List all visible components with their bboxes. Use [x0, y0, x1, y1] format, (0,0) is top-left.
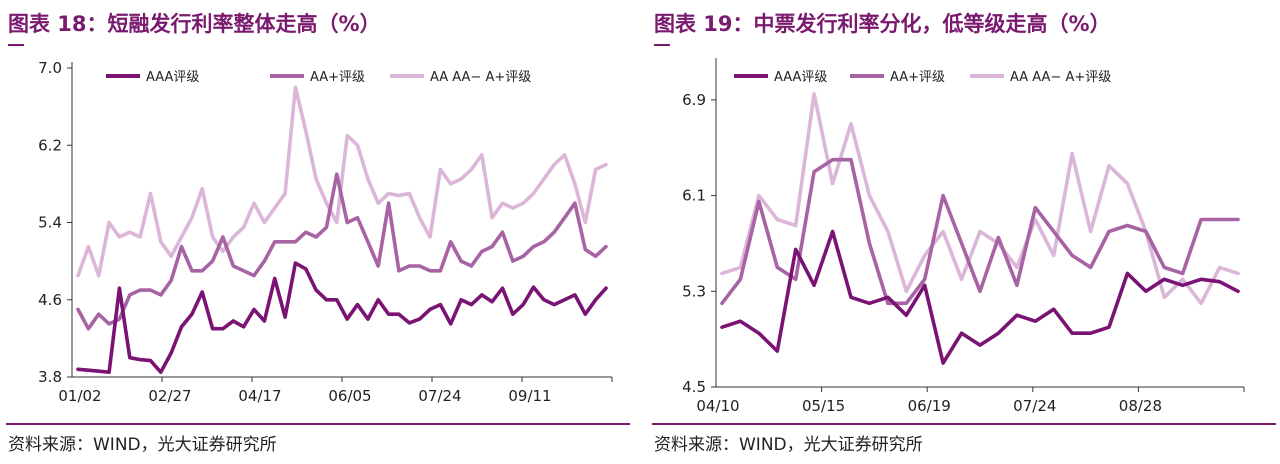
- bottom-rule: [6, 423, 630, 425]
- bottom-rule: [652, 423, 1276, 425]
- x-tick-label: 06/05: [328, 387, 371, 405]
- y-tick-label: 5.3: [682, 282, 706, 300]
- series-line-2: [720, 92, 1240, 306]
- y-tick-label: 3.8: [38, 368, 62, 386]
- chart-panel-right: 图表 19：中票发行利率分化，低等级走高（%） 4.5 5.3 6.1 6.9 04/1…: [652, 0, 1276, 464]
- series-line-0: [720, 229, 1240, 365]
- x-tick-label: 09/11: [508, 387, 551, 405]
- source-note: 资料来源：WIND，光大证券研究所: [8, 435, 277, 455]
- x-tick-label: 02/27: [148, 387, 191, 405]
- x-tick-label: 01/02: [58, 387, 101, 405]
- legend-label: AAA评级: [146, 70, 199, 85]
- title-rule: [654, 44, 670, 46]
- x-tick-label: 08/28: [1119, 397, 1162, 415]
- chart-title: 图表 18：短融发行利率整体走高（%）: [8, 12, 381, 36]
- series-line-1: [76, 172, 608, 331]
- x-tick-label: 04/10: [696, 397, 739, 415]
- x-tick-label: 07/24: [418, 387, 461, 405]
- y-tick-label: 5.4: [38, 214, 62, 232]
- y-tick-label: 6.9: [682, 91, 706, 109]
- y-tick-label: 6.2: [38, 136, 62, 154]
- y-tick-label: 4.6: [38, 291, 62, 309]
- y-tick-label: 4.5: [682, 378, 706, 396]
- y-tick-label: 6.1: [682, 187, 706, 205]
- y-tick-label: 7.0: [38, 59, 62, 77]
- series-line-1: [720, 157, 1240, 306]
- legend-label: AAA评级: [774, 70, 827, 85]
- series-line-0: [76, 261, 608, 374]
- series-line-2: [76, 85, 608, 278]
- x-tick-label: 04/17: [238, 387, 281, 405]
- source-note: 资料来源：WIND，光大证券研究所: [654, 435, 923, 455]
- line-chart-mtn-rates: 4.5 5.3 6.1 6.9 04/10 05/15 06/19 07/24 08/28 AAA…: [682, 58, 1245, 415]
- x-tick-label: 05/15: [802, 397, 845, 415]
- legend-label: AA AA− A+评级: [1010, 70, 1111, 85]
- legend-label: AA AA− A+评级: [430, 70, 531, 85]
- legend-label: AA+评级: [310, 70, 365, 85]
- chart-panel-left: 图表 18：短融发行利率整体走高（%） 3.8 4.6 5.4 6.2 7.0 01/02…: [6, 0, 630, 464]
- x-tick-label: 06/19: [908, 397, 951, 415]
- title-rule: [8, 44, 24, 46]
- legend-label: AA+评级: [890, 70, 945, 85]
- chart-title: 图表 19：中票发行利率分化，低等级走高（%）: [654, 12, 1111, 36]
- x-tick-label: 07/24: [1013, 397, 1056, 415]
- line-chart-short-term-rates: 3.8 4.6 5.4 6.2 7.0 01/02 02/27 04/17 06/05 07/24…: [38, 59, 613, 405]
